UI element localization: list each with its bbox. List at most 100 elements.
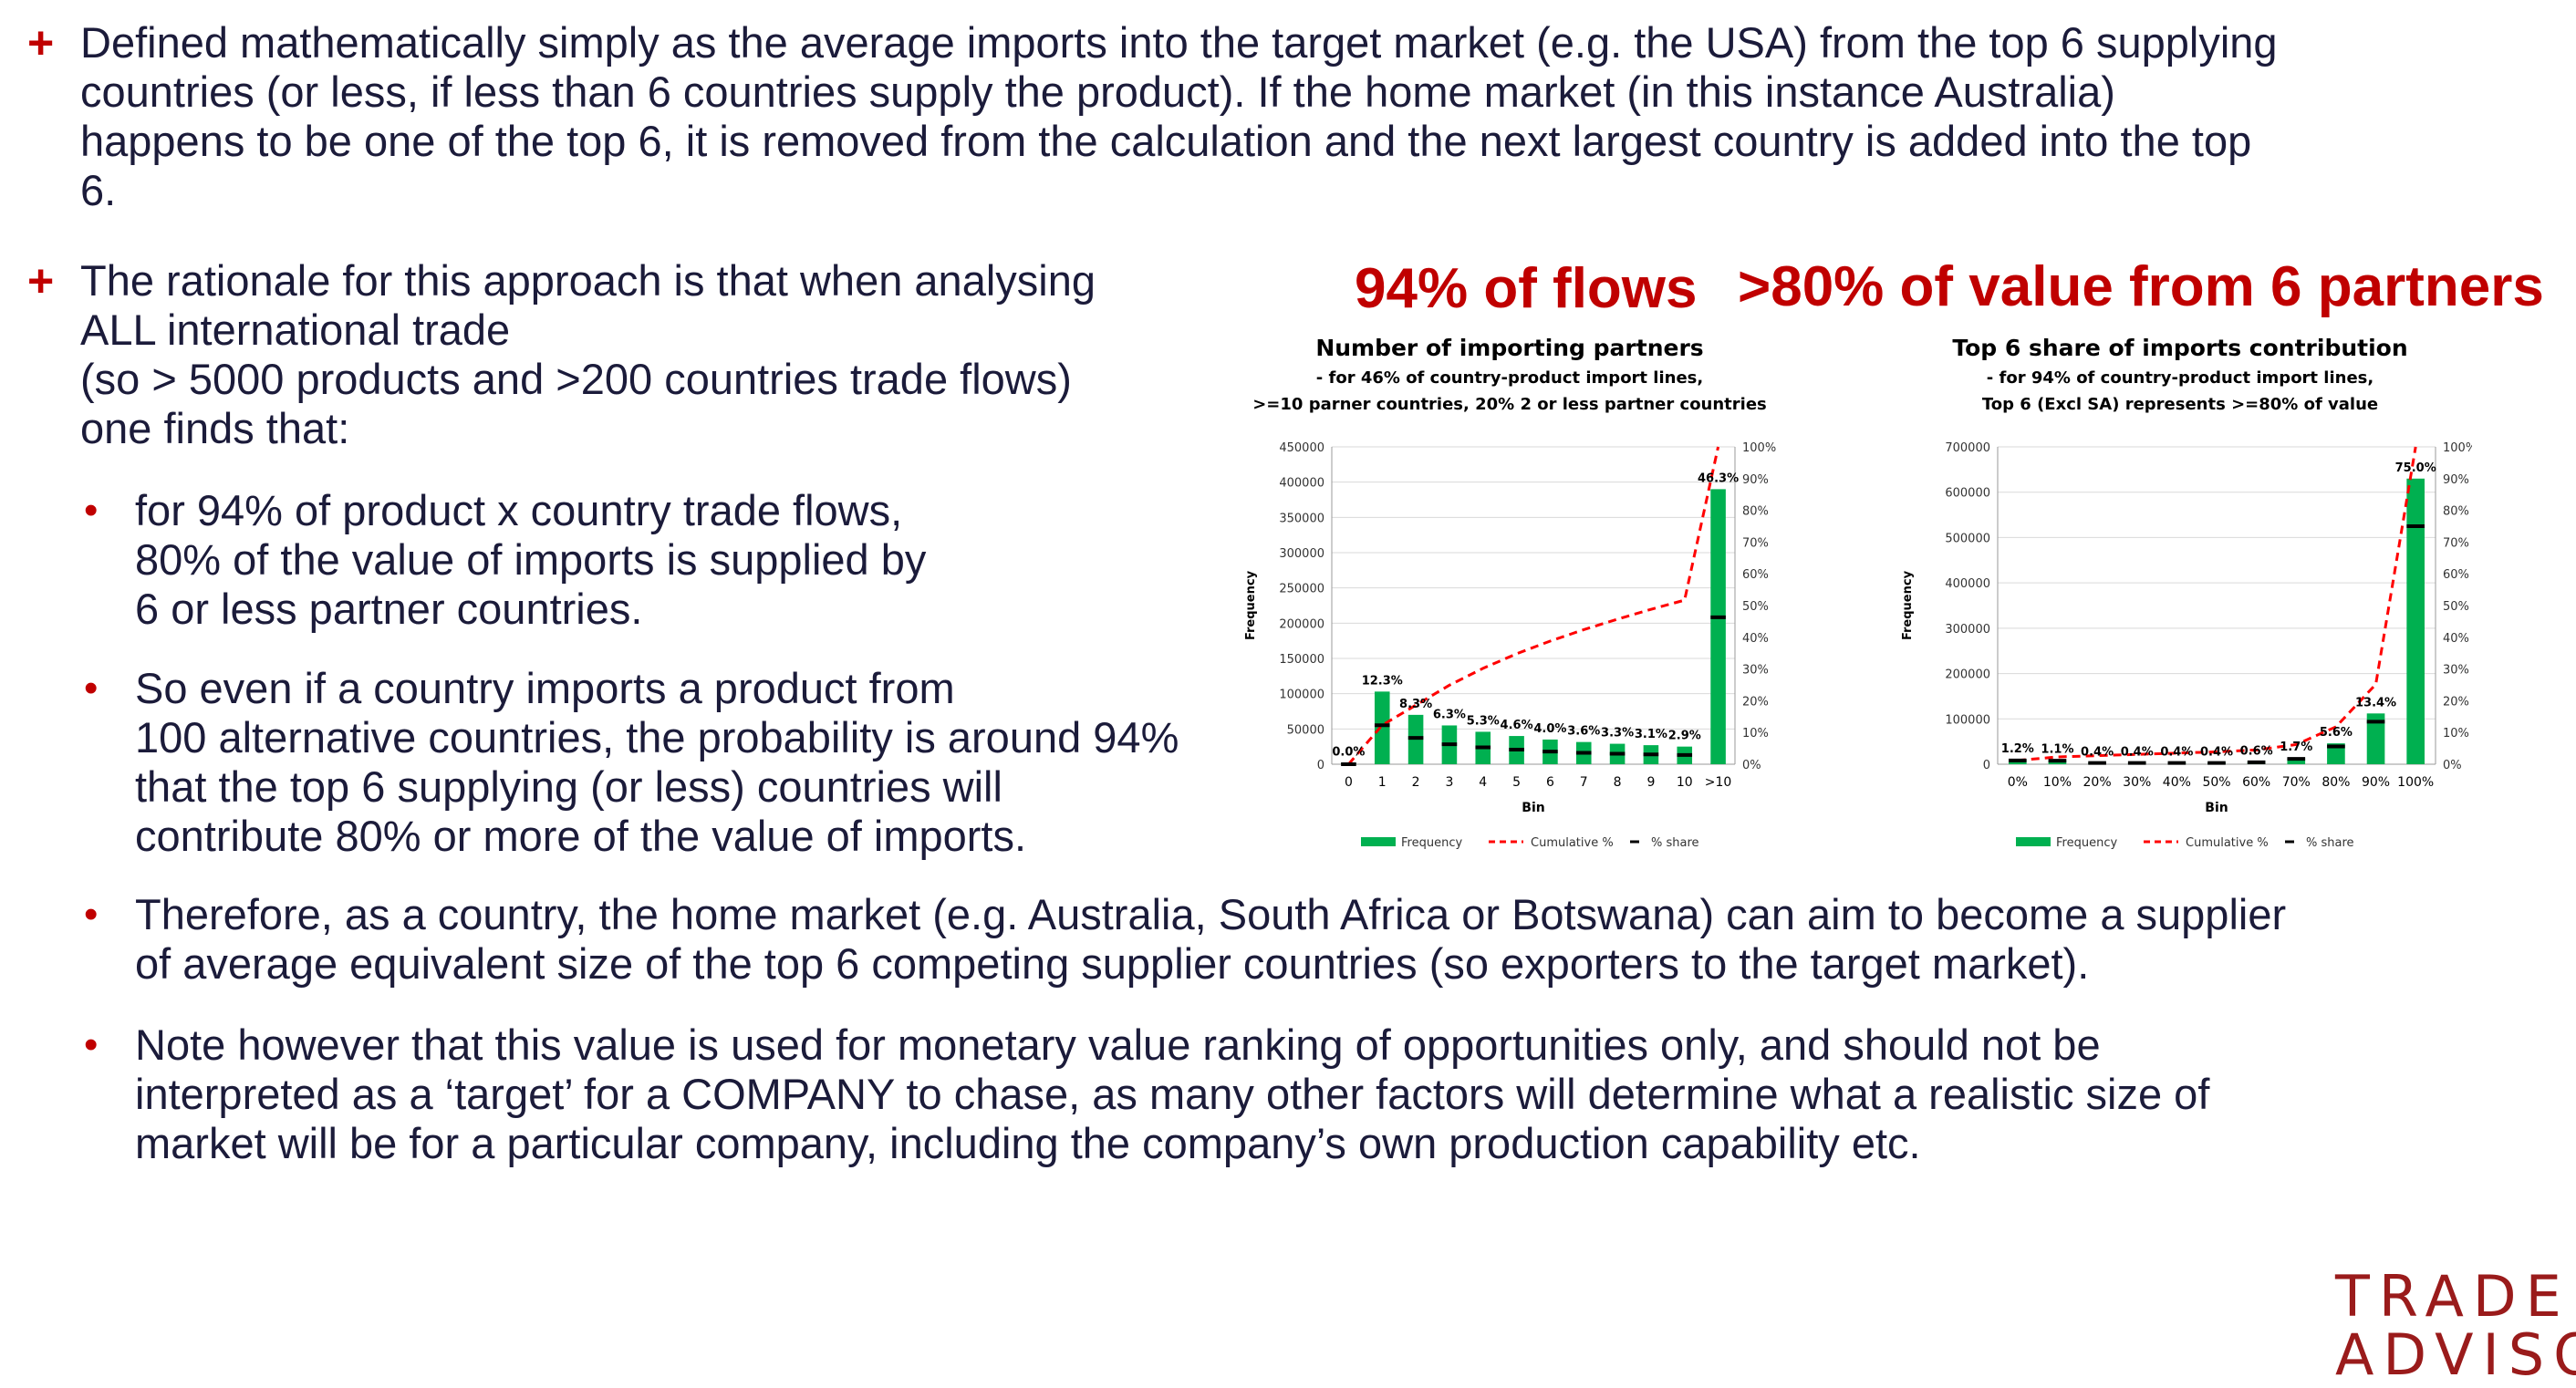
cumulative-line <box>2017 446 2417 762</box>
data-label: 5.3% <box>1467 714 1500 728</box>
y2-tick-label: 90% <box>1742 473 1769 487</box>
x-tick-label: 40% <box>2163 775 2191 790</box>
chart-importing-partners: Number of importing partners - for 46% of… <box>1244 335 1776 850</box>
x-tick-label: 10 <box>1677 775 1693 790</box>
y-tick-label: 200000 <box>1279 617 1324 631</box>
plus-marker: + <box>27 255 55 306</box>
y2-tick-label: 20% <box>2443 695 2469 709</box>
data-label: 0.4% <box>2160 745 2193 759</box>
data-label: 5.6% <box>2320 726 2353 740</box>
y2-tick-label: 70% <box>1742 536 1769 550</box>
x-tick-label: 20% <box>2083 775 2112 790</box>
data-label: 13.4% <box>2355 696 2396 710</box>
paragraph-definition: Defined mathematically simply as the ave… <box>80 18 2278 214</box>
legend-label-frequency: Frequency <box>2056 836 2117 850</box>
chart-title: Top 6 share of imports contribution <box>1952 335 2407 361</box>
y2-tick-label: 50% <box>2443 600 2469 614</box>
legend-swatch-frequency <box>2016 837 2051 846</box>
y-tick-label: 150000 <box>1279 653 1324 667</box>
x-tick-label: 9 <box>1646 775 1655 790</box>
x-tick-label: 3 <box>1445 775 1453 790</box>
x-axis-label: Bin <box>2205 801 2228 815</box>
bullet-marker: • <box>84 892 99 937</box>
y-tick-label: 0 <box>1983 759 1990 772</box>
legend-label-share: % share <box>2306 836 2354 850</box>
y-axis-label: Frequency <box>1244 570 1258 640</box>
y-tick-label: 500000 <box>1945 532 1990 545</box>
data-label: 46.3% <box>1698 471 1739 485</box>
x-tick-label: 90% <box>2362 775 2390 790</box>
y-tick-label: 100000 <box>1945 713 1990 727</box>
y-tick-label: 50000 <box>1287 723 1324 737</box>
y-tick-label: 450000 <box>1279 441 1324 455</box>
data-label: 0.4% <box>2121 745 2154 759</box>
x-tick-label: 7 <box>1580 775 1588 790</box>
y2-tick-label: 50% <box>1742 600 1769 614</box>
x-tick-label: 80% <box>2322 775 2350 790</box>
y2-tick-label: 0% <box>2443 759 2462 772</box>
y-tick-label: 200000 <box>1945 668 1990 682</box>
y2-tick-label: 90% <box>2443 473 2469 487</box>
bullet-note: Note however that this value is used for… <box>135 1020 2210 1167</box>
logo-line-2: ADVISORY <box>2335 1321 2576 1388</box>
data-label: 1.1% <box>2041 743 2073 757</box>
data-label: 8.3% <box>1399 698 1432 711</box>
y-tick-label: 400000 <box>1945 577 1990 591</box>
y2-tick-label: 60% <box>2443 568 2469 582</box>
y-tick-label: 250000 <box>1279 583 1324 596</box>
x-tick-label: 1 <box>1378 775 1387 790</box>
y2-tick-label: 80% <box>1742 505 1769 519</box>
plus-marker: + <box>27 17 55 68</box>
data-label: 3.3% <box>1601 727 1634 741</box>
x-tick-label: 6 <box>1546 775 1554 790</box>
data-label: 0.4% <box>2200 745 2233 759</box>
x-tick-label: 60% <box>2242 775 2270 790</box>
data-label: 1.2% <box>2001 742 2034 756</box>
data-label: 75.0% <box>2395 461 2436 475</box>
y2-tick-label: 80% <box>2443 505 2469 519</box>
bar <box>1710 489 1726 764</box>
bar <box>2287 758 2306 764</box>
y2-tick-label: 10% <box>1742 727 1769 741</box>
bullet-marker: • <box>84 666 99 710</box>
cumulative-line <box>1347 446 1720 765</box>
bar <box>2327 743 2345 764</box>
data-label: 0.0% <box>1332 745 1365 759</box>
y2-tick-label: 30% <box>1742 664 1769 678</box>
y2-tick-label: 60% <box>1742 568 1769 582</box>
y2-tick-label: 40% <box>1742 632 1769 646</box>
x-tick-label: 4 <box>1479 775 1487 790</box>
legend-swatch-frequency <box>1361 837 1396 846</box>
bullet-probability: So even if a country imports a product f… <box>135 664 1179 860</box>
chart-title: Number of importing partners <box>1315 335 1703 361</box>
paragraph-rationale: The rationale for this approach is that … <box>80 256 1096 452</box>
bullet-94-percent: for 94% of product x country trade flows… <box>135 486 927 633</box>
y-tick-label: 700000 <box>1945 441 1990 455</box>
trade-advisory-logo: TRADE ADVISORY <box>2335 1268 2576 1384</box>
y-tick-label: 350000 <box>1279 512 1324 525</box>
legend-label-cumulative: Cumulative % <box>1531 836 1614 850</box>
data-label: 0.6% <box>2240 745 2273 759</box>
legend-label-frequency: Frequency <box>1401 836 1462 850</box>
x-tick-label: >10 <box>1705 775 1732 790</box>
y-axis-label: Frequency <box>1901 570 1915 640</box>
data-label: 2.9% <box>1668 730 1701 743</box>
x-tick-label: 100% <box>2397 775 2434 790</box>
y-tick-label: 300000 <box>1945 623 1990 637</box>
y-tick-label: 0 <box>1317 759 1324 772</box>
data-label: 1.7% <box>2280 741 2312 754</box>
chart-subtitle: - for 94% of country-product import line… <box>1987 368 2373 388</box>
bullet-home-market: Therefore, as a country, the home market… <box>135 890 2287 988</box>
y-tick-label: 300000 <box>1279 547 1324 561</box>
x-tick-label: 30% <box>2123 775 2151 790</box>
y2-tick-label: 40% <box>2443 632 2469 646</box>
y2-tick-label: 100% <box>2443 441 2472 455</box>
legend-label-cumulative: Cumulative % <box>2186 836 2269 850</box>
y-tick-label: 400000 <box>1279 477 1324 491</box>
bullet-marker: • <box>84 1022 99 1067</box>
chart-subtitle: Top 6 (Excl SA) represents >=80% of valu… <box>1982 395 2378 414</box>
x-tick-label: 2 <box>1412 775 1420 790</box>
y2-tick-label: 100% <box>1742 441 1776 455</box>
data-label: 0.4% <box>2081 745 2114 759</box>
data-label: 6.3% <box>1433 708 1466 721</box>
